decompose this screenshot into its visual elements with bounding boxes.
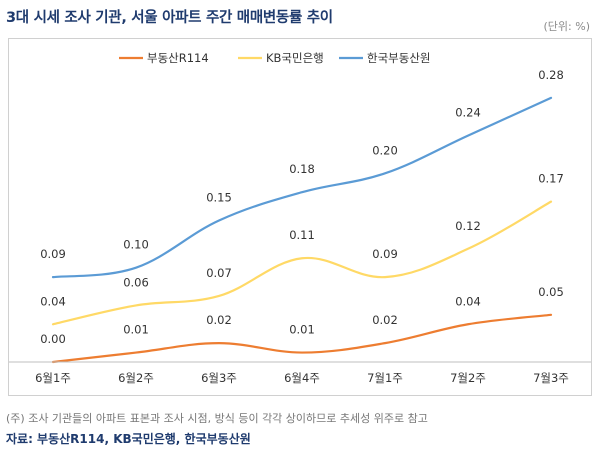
data-label-1-6: 0.17 xyxy=(538,172,564,186)
data-label-0-0: 0.00 xyxy=(40,332,66,346)
line-chart: 부동산R114 KB국민은행 한국부동산원 0.00 0.01 0.02 0.01 0.02… xyxy=(9,51,591,385)
data-label-1-2: 0.07 xyxy=(206,266,232,280)
chart-title: 3대 시세 조사 기관, 서울 아파트 주간 매매변동률 추이 xyxy=(6,10,333,26)
unit-label: (단위: %) xyxy=(543,20,590,33)
data-label-2-6: 0.28 xyxy=(538,68,564,82)
chart-area: 부동산R114 KB국민은행 한국부동산원 0.00 0.01 0.02 0.01 0.02… xyxy=(8,38,592,396)
legend-label-0: 부동산R114 xyxy=(147,51,209,65)
x-axis: 6월1주 6월2주 6월3주 6월4주 7월1주 7월2주 7월3주 xyxy=(9,361,591,385)
data-label-2-2: 0.15 xyxy=(206,191,232,205)
legend-label-2: 한국부동산원 xyxy=(367,51,430,65)
data-label-2-4: 0.20 xyxy=(372,143,398,157)
data-label-2-1: 0.10 xyxy=(123,238,149,252)
data-label-0-5: 0.04 xyxy=(455,294,481,308)
source-note: 자료: 부동산R114, KB국민은행, 한국부동산원 xyxy=(6,432,251,446)
data-label-2-0: 0.09 xyxy=(40,247,66,261)
data-label-1-4: 0.09 xyxy=(372,247,398,261)
legend-label-1: KB국민은행 xyxy=(266,51,324,65)
x-tick-label-0: 6월1주 xyxy=(35,371,71,385)
x-tick-label-6: 7월3주 xyxy=(533,371,569,385)
data-label-1-0: 0.04 xyxy=(40,294,66,308)
data-label-1-3: 0.11 xyxy=(289,228,315,242)
data-label-2-5: 0.24 xyxy=(455,106,481,120)
x-tick-label-3: 6월4주 xyxy=(284,371,320,385)
data-label-0-1: 0.01 xyxy=(123,323,149,337)
x-tick-label-1: 6월2주 xyxy=(118,371,154,385)
legend: 부동산R114 KB국민은행 한국부동산원 xyxy=(119,51,430,65)
x-tick-label-4: 7월1주 xyxy=(367,371,403,385)
data-label-1-1: 0.06 xyxy=(123,275,149,289)
footnote: (주) 조사 기관들의 아파트 표본과 조사 시점, 방식 등이 각각 상이하므… xyxy=(6,412,428,425)
data-label-0-2: 0.02 xyxy=(206,313,232,327)
x-tick-label-5: 7월2주 xyxy=(450,371,486,385)
data-label-0-4: 0.02 xyxy=(372,313,398,327)
data-label-1-5: 0.12 xyxy=(455,219,481,233)
data-label-2-3: 0.18 xyxy=(289,162,315,176)
data-label-0-3: 0.01 xyxy=(289,323,315,337)
data-label-0-6: 0.05 xyxy=(538,285,564,299)
x-tick-label-2: 6월3주 xyxy=(201,371,237,385)
series-layer: 0.00 0.01 0.02 0.01 0.02 0.04 0.05 0.04 0.06 0.07… xyxy=(40,68,564,364)
